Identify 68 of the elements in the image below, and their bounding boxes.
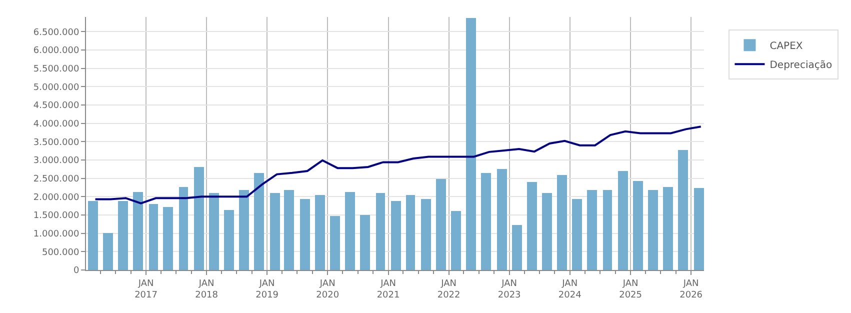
bar bbox=[376, 193, 385, 270]
bar bbox=[254, 173, 264, 270]
x-tick-label: JAN 2020 bbox=[316, 278, 340, 300]
bar bbox=[391, 201, 401, 270]
line-series bbox=[94, 126, 702, 204]
bar bbox=[300, 199, 310, 270]
bar bbox=[527, 182, 537, 270]
bar bbox=[239, 190, 249, 270]
y-tick-label: 5.500.000 bbox=[33, 64, 80, 74]
y-tick-label: 2.500.000 bbox=[33, 174, 80, 184]
bar bbox=[512, 225, 522, 270]
y-tick-label: 4.000.000 bbox=[33, 119, 80, 130]
bar bbox=[88, 201, 98, 270]
bar bbox=[451, 211, 461, 270]
x-tick-label: JAN 2018 bbox=[195, 278, 218, 300]
y-tick-label: 6.000.000 bbox=[33, 46, 80, 56]
y-tick-label: 0 bbox=[73, 266, 80, 276]
x-tick-label: JAN 2025 bbox=[619, 278, 642, 300]
bar bbox=[603, 190, 612, 270]
x-tick-label: JAN 2024 bbox=[558, 278, 582, 300]
y-tick-label: 5.000.000 bbox=[33, 82, 80, 93]
y-tick-label: 4.500.000 bbox=[33, 101, 80, 112]
bar bbox=[421, 199, 431, 270]
bar bbox=[345, 192, 355, 270]
bar bbox=[587, 190, 597, 270]
bar bbox=[557, 175, 567, 270]
bar bbox=[542, 193, 552, 270]
x-tick-label: JAN 2022 bbox=[437, 278, 460, 300]
y-tick-label: 1.000.000 bbox=[33, 229, 80, 240]
x-tick-label: JAN 2026 bbox=[680, 278, 703, 300]
y-tick-label: 6.500.000 bbox=[33, 28, 80, 38]
bar bbox=[497, 169, 507, 270]
legend-label: Depreciação bbox=[770, 60, 832, 72]
bar bbox=[270, 193, 280, 270]
bar bbox=[360, 215, 370, 270]
y-tick-label: 3.500.000 bbox=[33, 138, 80, 148]
x-tick-label: JAN 2021 bbox=[376, 278, 400, 300]
bar bbox=[103, 233, 113, 270]
bar bbox=[133, 192, 143, 270]
bar bbox=[149, 204, 158, 270]
bar bbox=[163, 207, 173, 270]
bar bbox=[466, 18, 476, 270]
bar bbox=[118, 201, 128, 270]
bar bbox=[618, 171, 628, 270]
bar bbox=[209, 193, 219, 270]
bar bbox=[633, 181, 643, 270]
bar bbox=[224, 210, 234, 270]
bar bbox=[648, 190, 658, 270]
y-tick-label: 500.000 bbox=[42, 248, 80, 258]
bar bbox=[678, 150, 688, 270]
bar bbox=[436, 179, 446, 270]
bar bbox=[694, 188, 704, 270]
y-tick-label: 2.000.000 bbox=[33, 192, 80, 203]
bar bbox=[572, 199, 582, 270]
bar bbox=[663, 187, 673, 270]
y-tick-label: 3.000.000 bbox=[33, 156, 80, 166]
legend-label: CAPEX bbox=[770, 41, 803, 52]
x-tick-label: JAN 2023 bbox=[498, 278, 521, 300]
bar bbox=[284, 190, 294, 270]
bar bbox=[481, 173, 491, 270]
bar bbox=[194, 167, 204, 270]
bar bbox=[179, 187, 188, 270]
x-tick-label: JAN 2019 bbox=[256, 278, 279, 300]
bar bbox=[315, 195, 325, 270]
bar bbox=[406, 195, 415, 270]
bar bbox=[330, 216, 340, 270]
x-tick-label: JAN 2017 bbox=[134, 278, 158, 300]
y-tick-label: 1.500.000 bbox=[33, 211, 80, 222]
